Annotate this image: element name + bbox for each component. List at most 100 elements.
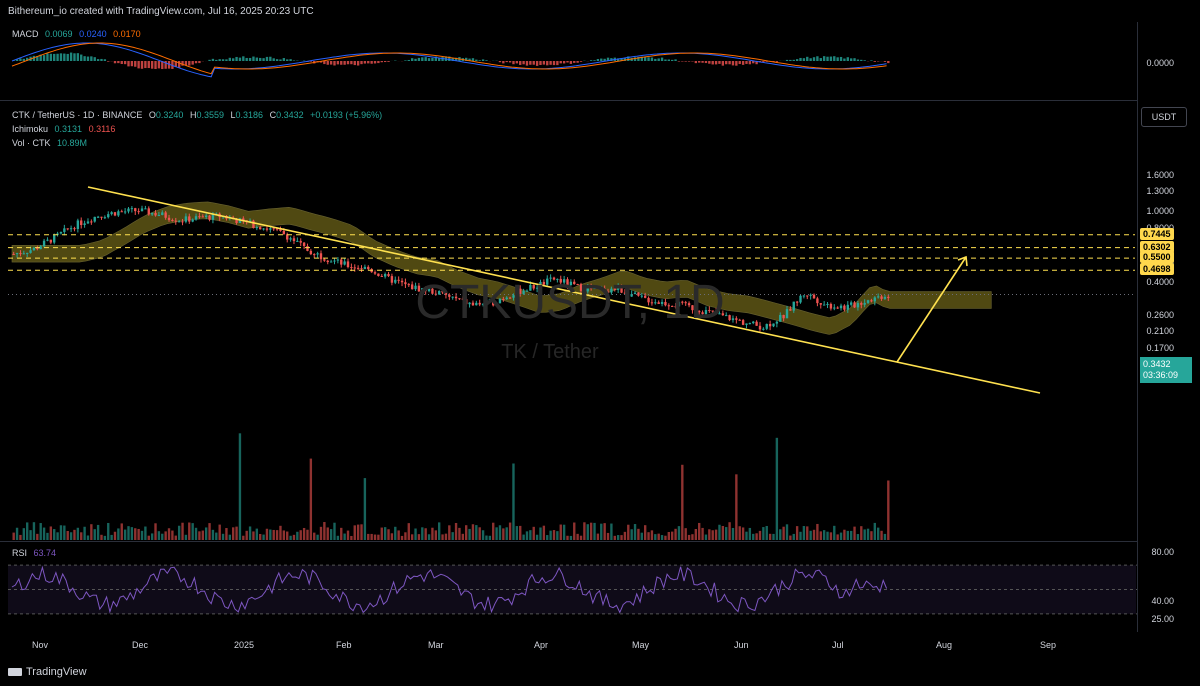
candle-body: [167, 217, 171, 221]
candle-body: [573, 281, 576, 285]
volume-bar: [235, 526, 238, 540]
candle-body: [86, 221, 90, 224]
candle-body: [36, 247, 39, 250]
candle-body: [819, 303, 822, 305]
macd-histogram-bar: [19, 58, 22, 61]
macd-histogram-bar: [259, 57, 262, 61]
macd-histogram-bar: [238, 57, 242, 61]
ichimoku-cloud: [11, 201, 992, 335]
candle-body: [748, 323, 752, 325]
volume-bar: [360, 524, 363, 540]
volume-bar: [576, 533, 579, 540]
macd-histogram-bar: [245, 57, 248, 61]
macd-histogram-bar: [191, 61, 194, 65]
candle-body: [880, 296, 883, 299]
candle-body: [29, 250, 32, 253]
volume-bar: [144, 526, 147, 540]
volume-bar: [370, 533, 373, 540]
volume-bar: [525, 531, 529, 540]
candle-body: [346, 261, 350, 268]
rsi-legend[interactable]: RSI 63.74: [12, 548, 56, 558]
volume-bar: [714, 529, 718, 540]
macd-histogram-bar: [539, 61, 542, 65]
macd-histogram-bar: [265, 56, 269, 61]
candle-body: [100, 216, 103, 218]
macd-histogram-bar: [434, 56, 437, 61]
candle-body: [107, 214, 110, 218]
macd-histogram-bar: [137, 61, 140, 69]
candle-body: [333, 260, 336, 262]
candle-body: [498, 298, 502, 304]
macd-histogram-bar: [346, 61, 350, 65]
macd-histogram-bar: [370, 61, 373, 64]
volume-bar: [306, 529, 309, 540]
rsi-tick: 80.00: [1151, 547, 1174, 557]
symbol-legend[interactable]: CTK / TetherUS · 1D · BINANCE O0.3240 H0…: [12, 110, 382, 120]
macd-histogram-bar: [731, 61, 735, 66]
macd-histogram-bar: [323, 61, 326, 65]
macd-histogram-bar: [593, 60, 596, 61]
macd-histogram-bar: [380, 61, 383, 63]
time-tick: Mar: [428, 640, 444, 650]
candle-body: [417, 285, 421, 292]
volume-legend[interactable]: Vol · CTK 10.89M: [12, 138, 87, 148]
candle-body: [117, 211, 120, 216]
volume-bar: [427, 534, 431, 540]
high-value: 0.3559: [196, 110, 224, 120]
volume-bar: [83, 526, 86, 540]
volume-bar: [586, 524, 589, 540]
price-axis-divider: [1137, 22, 1138, 632]
low-label: L: [230, 110, 236, 120]
candle-body: [849, 302, 853, 305]
volume-bar: [188, 522, 191, 540]
macd-histogram-bar: [22, 58, 26, 61]
candle-body: [660, 301, 664, 304]
volume-bar: [454, 522, 458, 540]
volume-bar: [795, 526, 799, 540]
candle-body: [579, 284, 583, 292]
macd-histogram-bar: [198, 61, 201, 64]
volume-bar: [448, 525, 451, 540]
candle-body: [437, 291, 441, 295]
watermark-symbol: CTKUSDT, 1D: [415, 276, 724, 329]
candle-body: [691, 305, 694, 311]
macd-histogram-bar: [181, 61, 184, 66]
candle-body: [677, 301, 681, 307]
volume-bar: [194, 527, 198, 540]
volume-bar: [704, 534, 708, 540]
macd-histogram-bar: [252, 56, 255, 61]
ichimoku-legend[interactable]: Ichimoku 0.3131 0.3116: [12, 124, 115, 134]
candle-body: [90, 221, 93, 223]
volume-bar: [721, 525, 725, 540]
candle-body: [32, 247, 36, 251]
candle-body: [289, 238, 292, 240]
macd-histogram-bar: [235, 56, 238, 61]
candle-body: [204, 215, 208, 218]
volume-bar: [569, 535, 573, 540]
price-tick: 1.3000: [1146, 185, 1174, 196]
macd-histogram-bar: [620, 58, 623, 61]
volume-bar: [279, 525, 282, 540]
macd-histogram-bar: [86, 56, 90, 61]
candle-body: [96, 216, 100, 218]
volume-bar: [245, 530, 248, 540]
candle-body: [171, 220, 174, 222]
currency-button[interactable]: USDT: [1141, 107, 1187, 127]
volume-bar: [410, 534, 414, 540]
macd-histogram-bar: [468, 58, 471, 61]
tradingview-logo[interactable]: TradingView: [8, 666, 87, 678]
volume-bar: [792, 533, 795, 540]
volume-bar: [96, 524, 100, 540]
candle-body: [394, 279, 397, 283]
candle-body: [728, 315, 731, 321]
macd-histogram-bar: [701, 61, 704, 63]
macd-histogram-bar: [532, 61, 535, 65]
macd-histogram-bar: [211, 58, 215, 61]
candle-body: [184, 216, 188, 222]
candle-body: [839, 305, 843, 309]
macd-histogram-bar: [839, 56, 843, 61]
attribution: Bithereum_io created with TradingView.co…: [8, 6, 314, 17]
volume-bar: [593, 522, 596, 540]
volume-bar: [134, 528, 137, 540]
